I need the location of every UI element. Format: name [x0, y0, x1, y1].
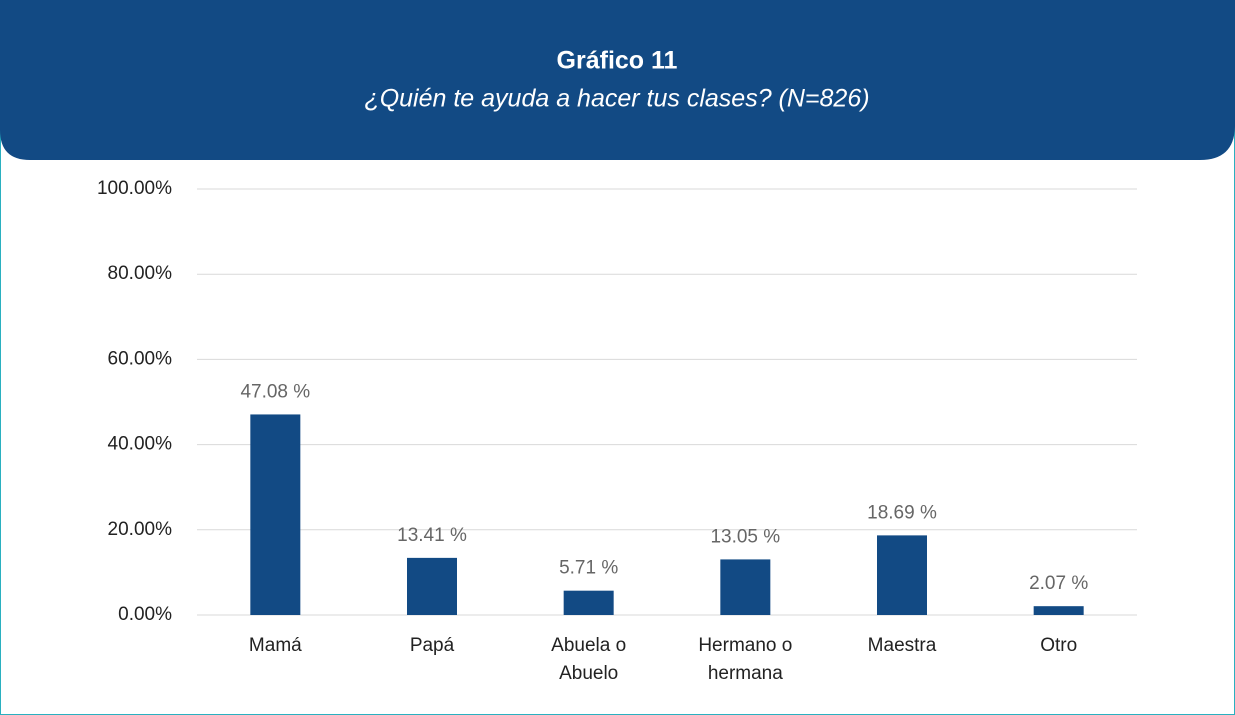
y-tick-label: 80.00%: [108, 263, 173, 284]
bar: [720, 559, 771, 615]
x-tick-label: Hermano o hermana: [698, 635, 792, 684]
bar: [250, 414, 301, 615]
y-tick-label: 100.00%: [97, 178, 172, 199]
header: [0, 0, 1235, 160]
data-label: 13.41 %: [397, 525, 467, 546]
data-label: 18.69 %: [867, 502, 937, 523]
bar: [877, 535, 927, 615]
x-tick-label: Papá: [410, 635, 455, 656]
bar: [563, 590, 614, 615]
x-tick-label: Otro: [1040, 635, 1077, 656]
x-tick-label: Mamá: [249, 635, 302, 656]
bar: [407, 557, 457, 615]
data-label: 5.71 %: [559, 558, 618, 579]
y-tick-label: 20.00%: [108, 519, 173, 540]
bar: [1033, 606, 1084, 615]
y-tick-label: 60.00%: [108, 348, 173, 369]
y-tick-label: 0.00%: [118, 604, 172, 625]
data-label: 47.08 %: [240, 381, 310, 402]
chart-subtitle: ¿Quién te ayuda a hacer tus clases? (N=8…: [364, 85, 869, 113]
chart-title: Gráfico 11: [557, 47, 678, 75]
data-label: 2.07 %: [1029, 573, 1088, 594]
x-tick-label: Abuela o Abuelo: [551, 635, 626, 684]
data-label: 13.05 %: [710, 526, 780, 547]
x-tick-label: Maestra: [868, 635, 937, 656]
y-tick-label: 40.00%: [108, 434, 173, 455]
